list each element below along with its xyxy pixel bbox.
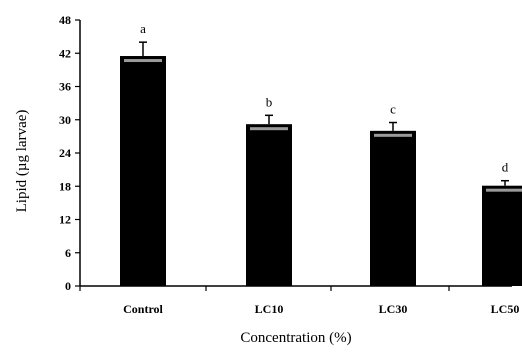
y-tick-label: 24: [59, 146, 71, 160]
bar-lc30: [370, 130, 416, 286]
bar-highlight: [124, 59, 162, 63]
y-tick-label: 48: [59, 13, 71, 27]
x-category-label: LC30: [379, 302, 408, 316]
y-tick-label: 42: [59, 46, 71, 60]
bar-highlight: [486, 188, 522, 192]
y-tick-label: 30: [59, 113, 71, 127]
bars: [120, 56, 522, 287]
significance-label: d: [502, 160, 509, 175]
y-axis-title: Lipid (µg larvae): [14, 110, 30, 213]
y-ticks: 0 6 12 18 24 30 36 42 48: [59, 13, 80, 293]
y-tick-label: 0: [65, 279, 71, 293]
bar-lc50: [482, 185, 522, 286]
bar-control: [120, 56, 166, 287]
error-bars: [139, 41, 509, 186]
significance-labels: a b c d: [140, 21, 509, 175]
significance-label: a: [140, 21, 146, 36]
x-category-label: LC10: [255, 302, 284, 316]
bar-highlight: [250, 127, 288, 131]
y-tick-label: 12: [59, 213, 71, 227]
significance-label: c: [390, 102, 396, 117]
significance-label: b: [266, 94, 273, 109]
y-tick-label: 36: [59, 80, 71, 94]
x-category-label: Control: [123, 302, 163, 316]
bar-lc10: [246, 124, 292, 286]
x-ticks: Control LC10 LC30 LC50: [79, 286, 520, 316]
y-tick-label: 18: [59, 179, 71, 193]
x-category-label: LC50: [491, 302, 520, 316]
y-tick-label: 6: [65, 246, 71, 260]
x-axis-title: Concentration (%): [240, 330, 351, 346]
bar-highlight: [374, 133, 412, 137]
